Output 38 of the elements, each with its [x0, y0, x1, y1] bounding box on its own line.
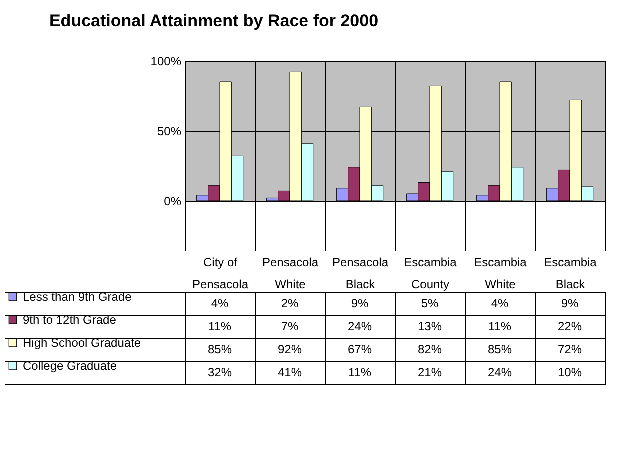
data-label: 24%	[348, 320, 372, 334]
data-label: 10%	[558, 366, 582, 380]
x-tick-label: Escambia Black	[544, 256, 598, 292]
data-label: 4%	[491, 296, 509, 310]
data-label: 5%	[421, 296, 439, 310]
legend-label: High School Graduate	[23, 336, 142, 350]
data-label: 92%	[278, 342, 302, 356]
legend-label: 9th to 12th Grade	[23, 313, 117, 327]
x-tick-label: Pensacola Black	[332, 256, 389, 292]
y-tick-label: 100%	[150, 54, 182, 68]
chart-title: Educational Attainment by Race for 2000	[49, 12, 379, 30]
legend-label: College Graduate	[23, 359, 118, 373]
data-label: 24%	[488, 366, 512, 380]
data-label: 21%	[418, 366, 442, 380]
x-tick-label: Pensacola White	[262, 256, 319, 292]
data-label: 85%	[488, 342, 512, 356]
data-label: 9%	[561, 296, 579, 310]
data-label: 11%	[348, 366, 372, 380]
y-tick-label: 50%	[157, 124, 182, 138]
x-tick-label: Escambia County	[404, 256, 458, 292]
data-label: 22%	[558, 320, 582, 334]
data-label: 13%	[418, 320, 442, 334]
data-label: 4%	[211, 296, 229, 310]
data-label: 67%	[348, 342, 372, 356]
data-label: 2%	[281, 296, 299, 310]
y-tick-label: 0%	[164, 194, 182, 208]
data-label: 85%	[208, 342, 232, 356]
data-label: 11%	[488, 320, 512, 334]
data-label: 7%	[281, 320, 299, 334]
data-label: 82%	[418, 342, 442, 356]
data-label: 11%	[208, 320, 232, 334]
x-tick-label: Escambia White	[474, 256, 528, 292]
x-tick-label: City of Pensacola	[192, 256, 249, 292]
legend-label: Less than 9th Grade	[23, 290, 132, 304]
data-label: 9%	[351, 296, 369, 310]
data-label: 72%	[558, 342, 582, 356]
data-label: 32%	[208, 366, 232, 380]
data-label: 41%	[278, 366, 302, 380]
